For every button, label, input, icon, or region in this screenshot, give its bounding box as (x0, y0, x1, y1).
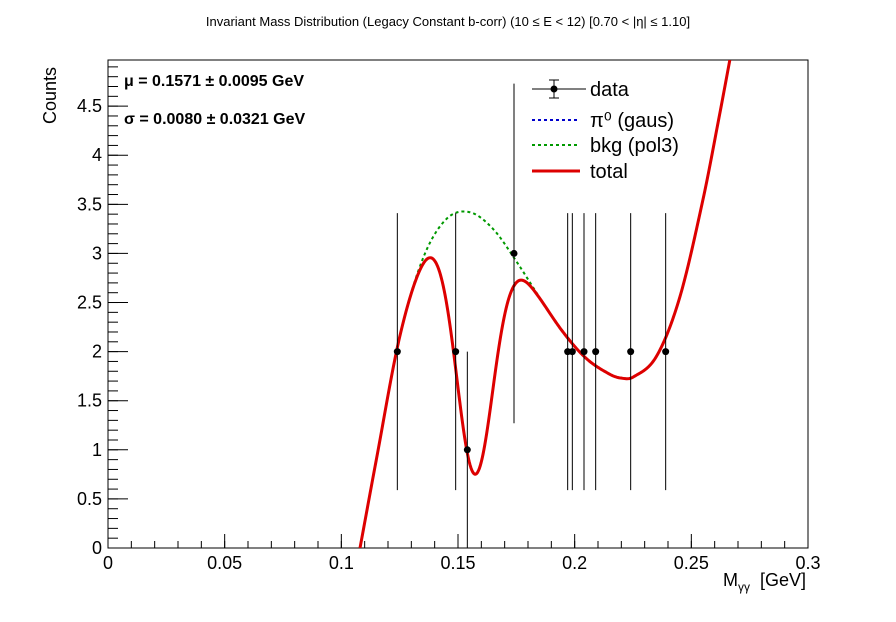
data-point-marker (662, 348, 670, 356)
data-point-marker (510, 249, 518, 257)
data-point (452, 213, 460, 491)
data-point-marker (452, 348, 460, 356)
y-tick-label: 0.5 (77, 489, 102, 509)
chart-title: Invariant Mass Distribution (Legacy Cons… (206, 14, 690, 29)
y-tick-label: 2 (92, 342, 102, 362)
y-tick-label: 4.5 (77, 96, 102, 116)
data-point (580, 213, 588, 491)
x-tick-label: 0.1 (329, 553, 354, 573)
legend-bkg-label: bkg (pol3) (590, 135, 679, 157)
data-point (463, 351, 471, 548)
y-tick-label: 1 (92, 440, 102, 460)
data-point-marker (463, 446, 471, 454)
x-tick-label: 0.3 (795, 553, 820, 573)
data-point (662, 213, 670, 491)
data-point (627, 213, 635, 491)
data-point-marker (627, 348, 635, 356)
legend-gaus: π⁰ (gaus) (532, 110, 674, 132)
legend-bkg: bkg (pol3) (532, 135, 679, 157)
x-axis-label: Mγγ [GeV] (723, 570, 806, 594)
x-axis-label-main: M (723, 570, 738, 590)
y-axis-label: Counts (40, 67, 60, 124)
mu-annotation: μ = 0.1571 ± 0.0095 GeV (124, 73, 304, 90)
y-tick-label: 3.5 (77, 194, 102, 214)
data-point (592, 213, 600, 491)
total-curve (358, 60, 732, 548)
plot-frame (107, 59, 809, 549)
sigma-annotation: σ = 0.0080 ± 0.0321 GeV (124, 111, 306, 128)
data-point-marker (592, 348, 600, 356)
x-axis: 0 0.05 0.1 0.15 0.2 0.25 0.3 (103, 534, 821, 573)
data-points (393, 83, 670, 548)
y-tick-label: 2.5 (77, 293, 102, 313)
legend-total-label: total (590, 161, 628, 183)
legend-data-marker (550, 85, 558, 93)
x-tick-label: 0.05 (207, 553, 242, 573)
data-point-marker (393, 348, 401, 356)
x-tick-label: 0 (103, 553, 113, 573)
y-tick-label: 1.5 (77, 391, 102, 411)
y-tick-label: 0 (92, 538, 102, 558)
legend-data-label: data (590, 79, 630, 101)
x-tick-label: 0.2 (562, 553, 587, 573)
data-point (568, 213, 576, 491)
x-axis-label-sub: γγ (738, 580, 750, 594)
legend: data π⁰ (gaus) bkg (pol3) total (532, 79, 679, 183)
x-axis-label-unit: [GeV] (760, 570, 806, 590)
y-tick-label: 3 (92, 243, 102, 263)
legend-gaus-label: π⁰ (gaus) (590, 110, 674, 132)
data-point-marker (568, 348, 576, 356)
data-point-marker (580, 348, 588, 356)
legend-total: total (532, 161, 628, 183)
data-point (393, 213, 401, 491)
legend-data: data (532, 79, 630, 101)
x-tick-label: 0.15 (440, 553, 475, 573)
y-tick-label: 4 (92, 145, 102, 165)
y-axis: 0 0.5 1 1.5 2 2.5 3 3.5 4 4.5 (77, 66, 128, 558)
data-point (510, 83, 518, 424)
x-tick-label: 0.25 (674, 553, 709, 573)
